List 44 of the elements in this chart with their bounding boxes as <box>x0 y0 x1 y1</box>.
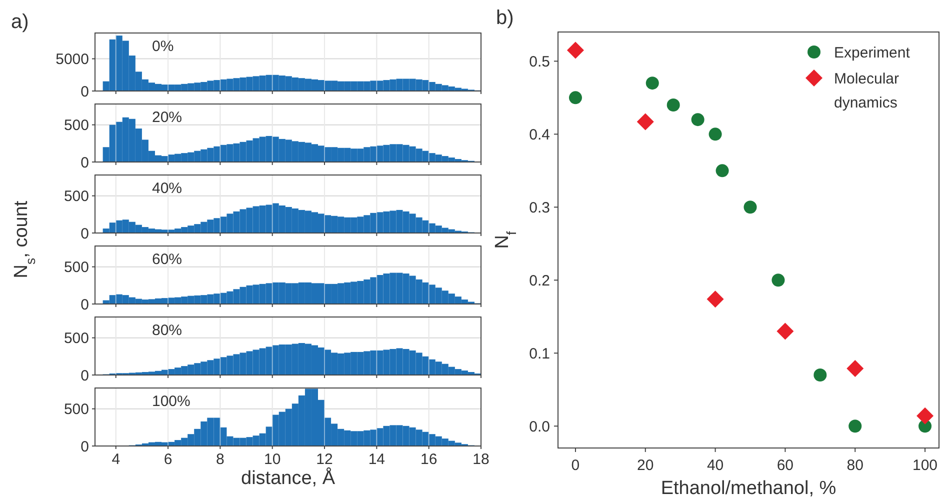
x-tick-label: 12 <box>316 451 333 468</box>
y-tick-label: 0.0 <box>529 418 550 436</box>
y-tick-label: 5000 <box>56 51 89 68</box>
y-tick-label: 0.3 <box>529 199 550 216</box>
x-tick-label: 60 <box>776 457 794 474</box>
x-axis-title: Ethanol/methanol, % <box>660 478 836 498</box>
x-axis-title: distance, Å <box>241 467 336 489</box>
y-tick-label: 0.2 <box>529 272 550 290</box>
x-tick-label: 80 <box>846 457 864 474</box>
y-tick-label: 500 <box>64 188 89 206</box>
y-tick-label: 0 <box>80 225 89 242</box>
y-tick-label: 0 <box>80 296 89 314</box>
annotation: 100% <box>152 393 190 410</box>
y-tick-label: 0 <box>80 83 89 100</box>
y-tick-label: 500 <box>64 117 89 134</box>
annotation: 20% <box>152 109 182 126</box>
y-tick-label: 0 <box>80 367 89 384</box>
x-tick-label: 8 <box>216 451 224 468</box>
y-tick-label: 0 <box>80 154 89 172</box>
x-tick-label: 6 <box>164 451 172 468</box>
y-tick-label: 500 <box>64 330 89 348</box>
x-tick-label: 18 <box>472 451 490 468</box>
y-tick-label: 500 <box>64 401 89 418</box>
x-tick-label: 0 <box>571 457 580 474</box>
y-tick-label: 0.4 <box>529 126 550 144</box>
x-tick-label: 4 <box>112 451 120 468</box>
annotation: 80% <box>152 322 182 339</box>
legend-label: Experiment <box>834 44 911 62</box>
annotation: 60% <box>152 251 182 268</box>
y-tick-label: 0 <box>80 438 89 456</box>
legend-label: Molecular dynamics <box>834 70 900 112</box>
x-tick-label: 10 <box>264 451 281 468</box>
x-tick-label: 20 <box>637 457 654 474</box>
annotation: 0% <box>152 38 174 55</box>
annotation: 40% <box>152 180 182 197</box>
x-tick-label: 100 <box>912 457 938 474</box>
y-tick-label: 0.5 <box>529 53 550 70</box>
x-tick-label: 16 <box>420 451 438 468</box>
x-tick-label: 14 <box>368 451 386 468</box>
chart-title: a) <box>11 11 29 33</box>
chart-title: b) <box>496 7 514 29</box>
y-tick-label: 500 <box>64 259 89 276</box>
y-tick-label: 0.1 <box>529 345 550 362</box>
x-tick-label: 40 <box>706 457 724 474</box>
